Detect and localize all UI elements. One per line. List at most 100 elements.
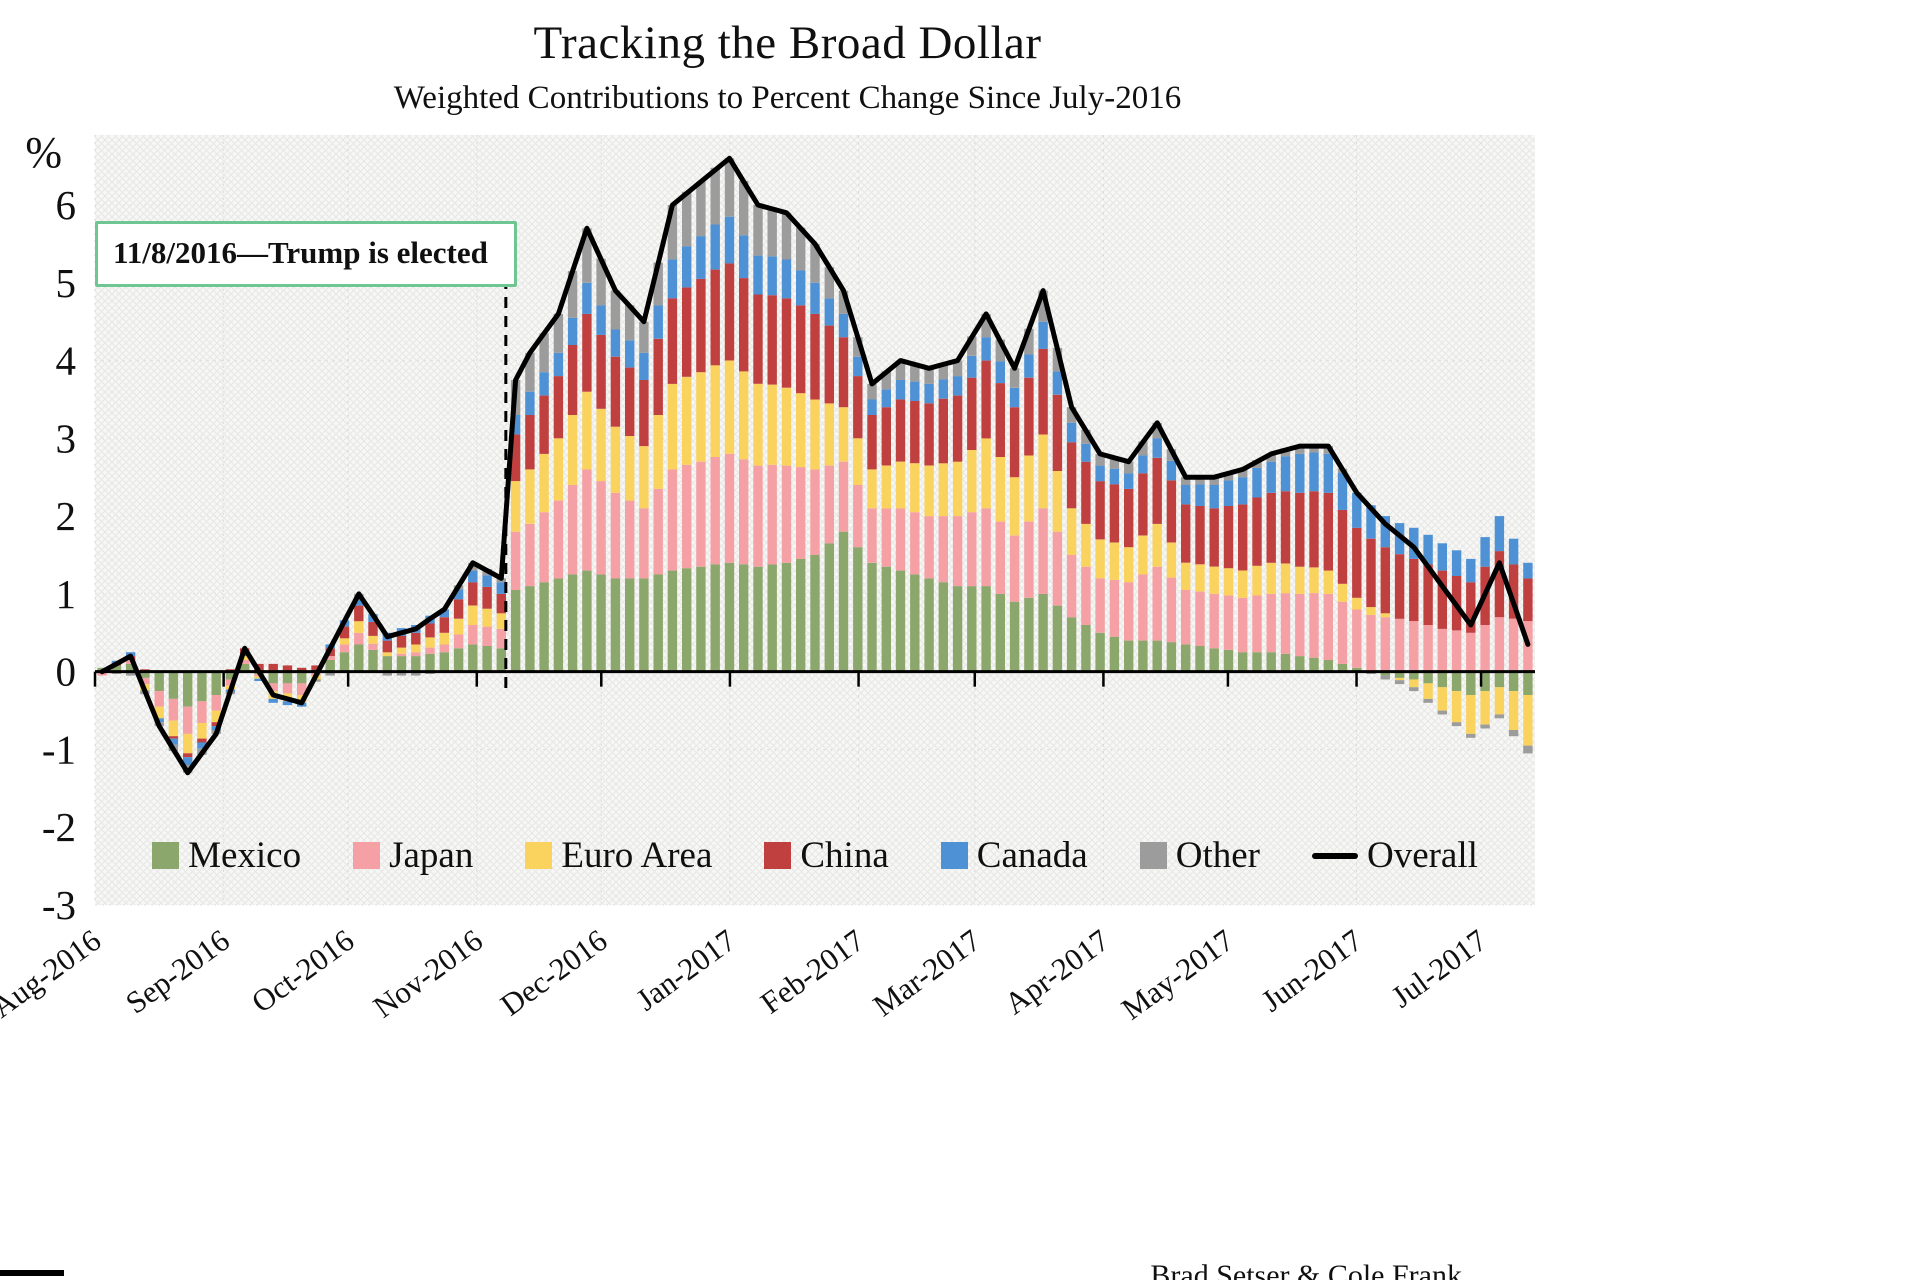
bar-segment-other — [938, 363, 948, 380]
y-tick-label: -2 — [42, 804, 76, 850]
bar-segment-japan — [1437, 628, 1447, 672]
x-tick-label: Apr-2017 — [998, 922, 1116, 1021]
bar-segment-euro-area — [924, 465, 934, 517]
bar-segment-china — [981, 360, 991, 439]
bar-segment-mexico — [1181, 644, 1191, 672]
bar-segment-canada — [1138, 455, 1148, 474]
bar-segment-mexico — [1109, 636, 1120, 672]
bar-segment-canada — [482, 575, 492, 587]
bar-segment-canada — [1038, 321, 1048, 349]
bar-segment-euro-area — [781, 387, 792, 466]
bar-segment-mexico — [1380, 671, 1390, 676]
bar-segment-japan — [1181, 590, 1191, 645]
bar-segment-japan — [867, 508, 877, 563]
bar-segment-other — [1009, 368, 1020, 388]
legend-item-other: Other — [1139, 834, 1260, 877]
bar-segment-other — [838, 290, 849, 314]
bar-segment-china — [311, 665, 321, 672]
bar-segment-canada — [254, 678, 264, 681]
bar-segment-canada — [1081, 443, 1091, 462]
bar-segment-other — [1109, 457, 1120, 469]
bar-segment-mexico — [781, 562, 792, 672]
bar-segment-mexico — [952, 586, 963, 672]
bar-segment-euro-area — [382, 652, 392, 657]
x-tick-label: Jul-2017 — [1385, 922, 1493, 1014]
bar-segment-china — [197, 738, 207, 743]
bar-segment-china — [938, 398, 948, 464]
bar-segment-euro-area — [653, 415, 663, 489]
bar-segment-japan — [1024, 521, 1034, 598]
bar-segment-china — [895, 399, 906, 462]
bar-segment-other — [1195, 476, 1205, 485]
bar-segment-euro-area — [696, 372, 706, 462]
bar-segment-euro-area — [1109, 542, 1120, 580]
bar-segment-other — [1181, 477, 1191, 485]
bar-segment-canada — [739, 235, 749, 279]
bar-segment-china — [610, 356, 621, 427]
bar-segment-china — [453, 599, 464, 619]
bar-segment-japan — [853, 485, 863, 548]
bar-segment-mexico — [368, 649, 378, 672]
bar-segment-other — [924, 368, 934, 384]
bar-segment-china — [1124, 488, 1134, 548]
bar-segment-euro-area — [1181, 562, 1191, 590]
bar-segment-euro-area — [596, 408, 606, 482]
bar-segment-mexico — [938, 582, 948, 672]
bar-segment-japan — [1138, 574, 1148, 641]
bar-segment-japan — [1323, 593, 1333, 660]
bar-segment-euro-area — [1494, 687, 1505, 715]
bar-segment-china — [525, 415, 535, 470]
bar-segment-mexico — [268, 671, 278, 684]
legend-label-china: China — [800, 835, 889, 876]
bar-segment-mexico — [910, 574, 920, 672]
bar-segment-canada — [1523, 562, 1533, 579]
bar-segment-canada — [625, 340, 635, 368]
bar-segment-canada — [453, 589, 464, 600]
bar-segment-japan — [739, 459, 749, 565]
bar-segment-mexico — [567, 574, 578, 672]
y-tick-label: 3 — [56, 415, 77, 461]
bar-segment-mexico — [924, 578, 934, 672]
bar-segment-euro-area — [1009, 477, 1020, 536]
bar-segment-japan — [325, 656, 335, 660]
bar-segment-euro-area — [753, 383, 763, 466]
bar-segment-euro-area — [995, 457, 1005, 522]
legend-swatch-japan — [353, 842, 381, 869]
bar-segment-euro-area — [211, 710, 221, 723]
bar-segment-euro-area — [1309, 567, 1319, 594]
bar-segment-mexico — [596, 574, 606, 672]
bar-segment-euro-area — [981, 438, 991, 509]
bar-segment-china — [952, 395, 963, 462]
bar-segment-china — [1380, 547, 1390, 614]
legend-swatch-euro-area — [525, 842, 553, 869]
bar-segment-mexico — [995, 593, 1005, 672]
bar-segment-china — [824, 325, 834, 404]
bar-segment-japan — [1266, 593, 1276, 653]
bar-segment-canada — [1366, 505, 1376, 539]
bar-segment-mexico — [382, 656, 392, 672]
bar-segment-china — [1508, 564, 1519, 619]
bar-segment-mexico — [1352, 667, 1362, 672]
bar-segment-other — [710, 167, 720, 225]
bar-segment-japan — [1066, 555, 1077, 618]
bar-segment-canada — [1409, 527, 1419, 559]
bar-segment-other — [1081, 429, 1091, 444]
bar-segment-japan — [1480, 625, 1490, 672]
bar-segment-mexico — [411, 656, 421, 672]
bar-segment-other — [824, 267, 834, 299]
bar-segment-mexico — [867, 562, 877, 672]
bar-segment-japan — [339, 644, 350, 653]
bar-segment-mexico — [553, 578, 564, 672]
bar-segment-canada — [796, 270, 806, 306]
bar-segment-other — [1038, 290, 1048, 322]
bar-segment-other — [1380, 675, 1390, 680]
bar-segment-mexico — [639, 578, 649, 672]
bar-segment-china — [1394, 554, 1405, 619]
bar-segment-canada — [197, 742, 207, 749]
bar-segment-china — [1280, 491, 1291, 564]
bar-segment-japan — [596, 481, 606, 575]
bar-segment-japan — [1352, 609, 1362, 668]
bar-segment-canada — [1052, 371, 1063, 395]
bar-segment-japan — [211, 695, 221, 711]
